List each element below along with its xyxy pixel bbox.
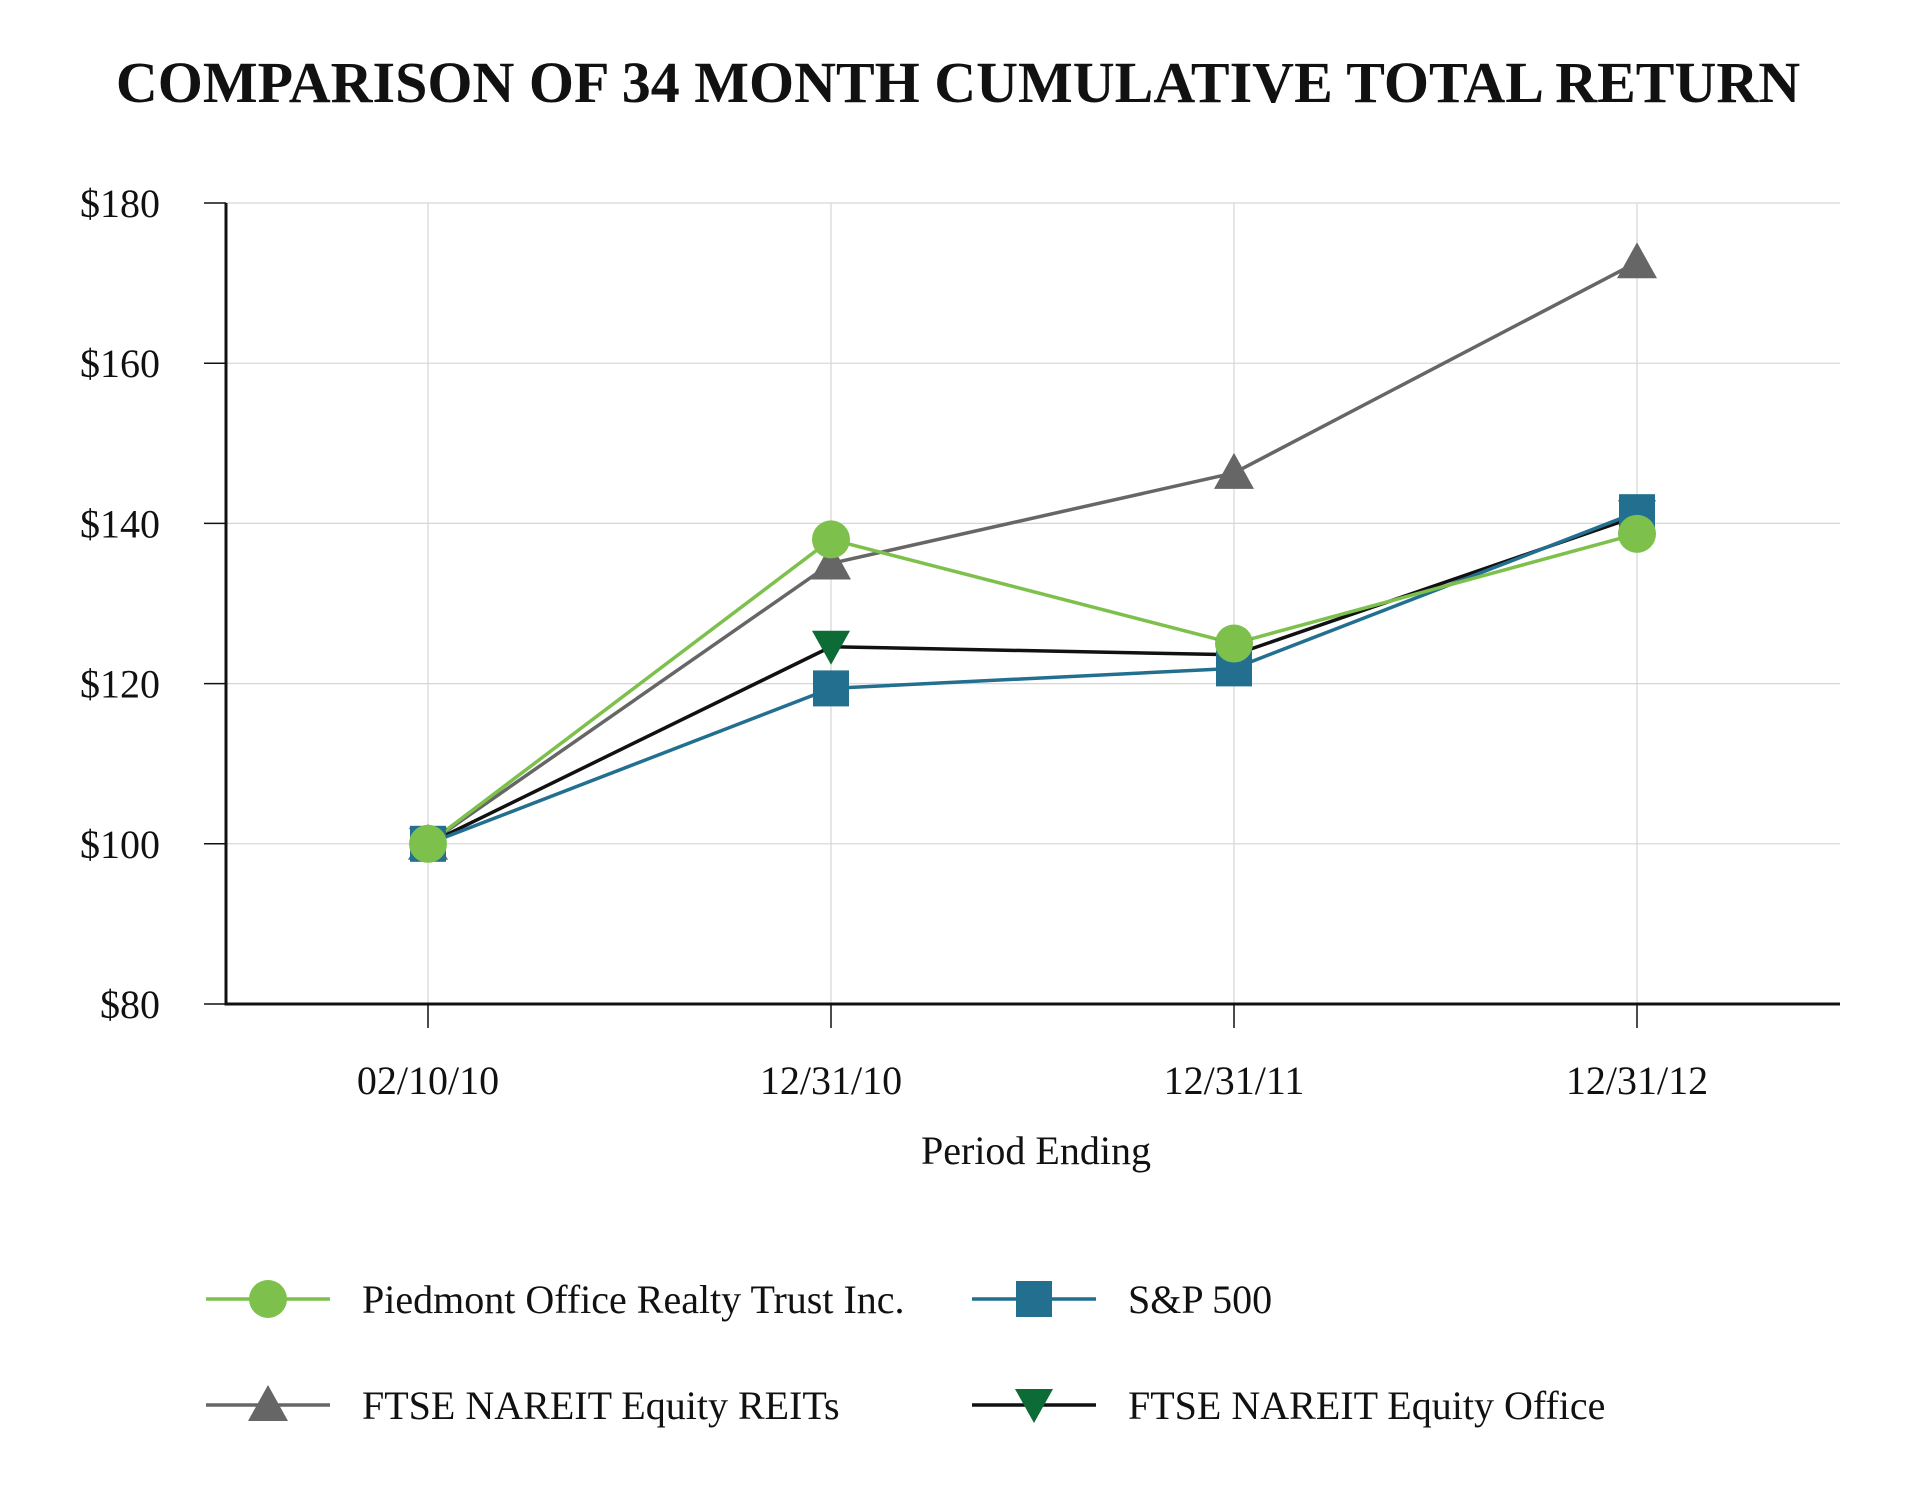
legend: Piedmont Office Realty Trust Inc. S&P 500… <box>206 1277 1605 1428</box>
legend-item-piedmont: Piedmont Office Realty Trust Inc. <box>206 1277 905 1322</box>
series-line-sp500 <box>427 510 1638 846</box>
legend-label: Piedmont Office Realty Trust Inc. <box>362 1277 905 1322</box>
gridlines <box>226 202 1840 1004</box>
legend-item-office: FTSE NAREIT Equity Office <box>972 1383 1605 1428</box>
data-point-piedmont <box>409 824 447 863</box>
legend-item-sp500: S&P 500 <box>972 1277 1272 1322</box>
y-tick-label: $180 <box>80 181 160 226</box>
y-tick-label: $160 <box>80 341 160 386</box>
data-point-reits <box>1214 452 1254 489</box>
data-point-piedmont <box>1618 514 1656 553</box>
legend-marker <box>248 1385 288 1421</box>
data-point-piedmont <box>812 520 850 559</box>
x-tick-label: 12/31/10 <box>760 1058 902 1103</box>
data-point-sp500 <box>813 670 849 707</box>
data-point-piedmont <box>1215 624 1253 663</box>
x-tick-label: 12/31/12 <box>1566 1058 1708 1103</box>
x-tick-label: 02/10/10 <box>357 1058 499 1103</box>
y-tick-label: $140 <box>80 501 160 546</box>
legend-marker <box>1015 1389 1053 1423</box>
legend-item-reits: FTSE NAREIT Equity REITs <box>206 1383 840 1428</box>
series-markers <box>408 242 1657 863</box>
legend-label: FTSE NAREIT Equity Office <box>1128 1383 1605 1428</box>
tick-labels: $80 $100 $120 $140 $160 $180 02/10/10 12/31/10 1… <box>80 181 1708 1103</box>
series-line-piedmont <box>426 532 1638 846</box>
legend-label: S&P 500 <box>1128 1277 1272 1322</box>
data-point-reits <box>811 543 851 580</box>
x-tick-label: 12/31/11 <box>1164 1058 1305 1103</box>
y-tick-label: $100 <box>80 822 160 867</box>
data-point-reits <box>1617 242 1657 279</box>
series-lines <box>426 260 1638 846</box>
chart-title: COMPARISON OF 34 MONTH CUMULATIVE TOTAL … <box>116 50 1800 115</box>
series-line-office <box>427 514 1638 846</box>
x-axis-title: Period Ending <box>921 1128 1151 1173</box>
legend-label: FTSE NAREIT Equity REITs <box>362 1383 840 1428</box>
legend-marker <box>249 1280 287 1318</box>
legend-marker <box>1016 1281 1052 1317</box>
axes <box>204 202 1840 1028</box>
series-line-reits <box>427 260 1638 846</box>
y-tick-label: $120 <box>80 662 160 707</box>
y-tick-label: $80 <box>100 982 160 1027</box>
data-point-office <box>812 630 850 665</box>
